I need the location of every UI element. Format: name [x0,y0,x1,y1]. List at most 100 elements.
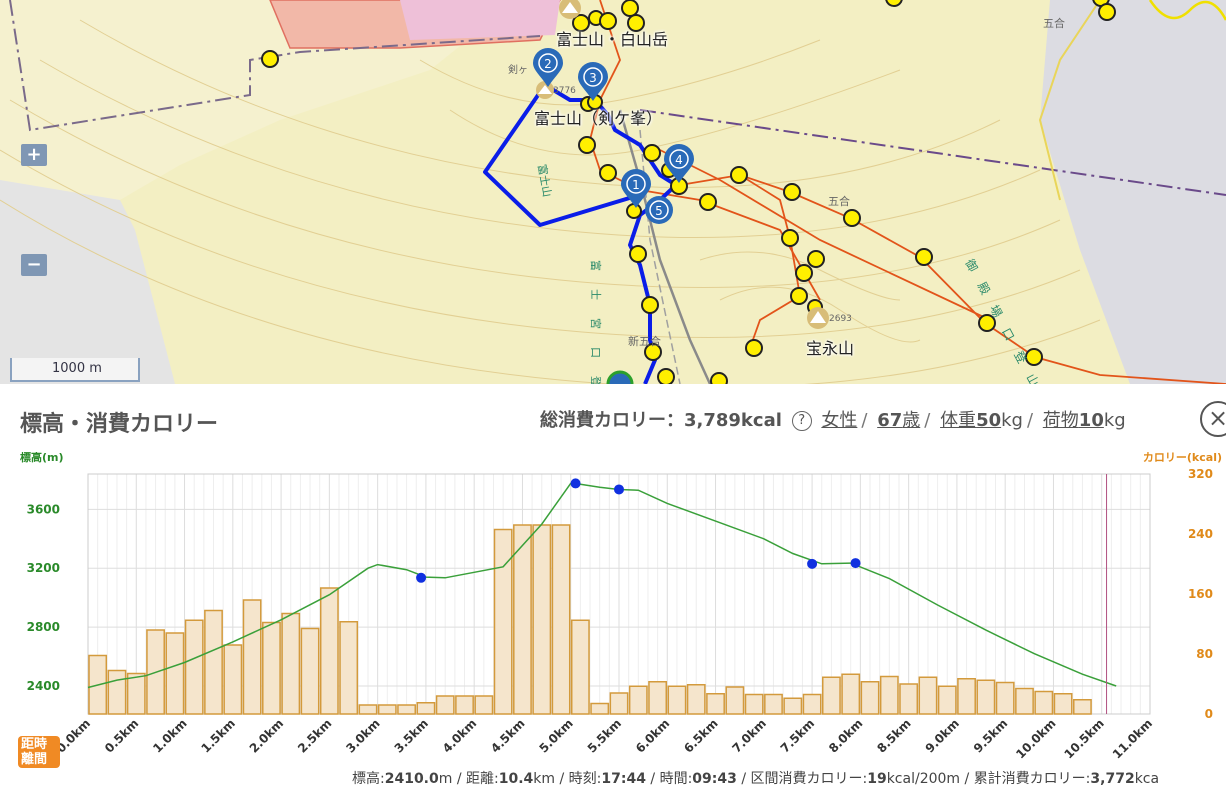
pack-unit: kg [1103,410,1126,431]
pin-marker-4[interactable] [664,144,694,183]
footer-seg-value: 19 [867,771,887,787]
calorie-bar [648,681,668,715]
label-hoeizan: 宝永山 [806,339,855,358]
elevation-calorie-panel: 標高・消費カロリー 総消費カロリー：3,789kcal ? 女性/ 67歳 / 体… [0,384,1226,810]
calorie-bar [995,681,1015,715]
contour-lines [0,19,1101,384]
x-tick-label: 7.5km [778,716,817,755]
pin-marker-1[interactable] [621,169,651,208]
calorie-bar [937,685,957,715]
calorie-bar [397,704,417,715]
age-unit: 歳 [902,410,921,431]
mountain-icon [562,2,578,13]
pack-setting[interactable]: 荷物10 [1043,410,1104,431]
pin-marker-2[interactable] [533,48,563,87]
start-marker[interactable] [606,370,634,384]
help-icon[interactable]: ? [791,411,812,431]
total-calorie-label: 総消費カロリー： [540,410,684,431]
grey-terrain-east [1040,0,1226,384]
map-view[interactable]: 1 2 3 4 5 剣ヶ 3776 2693 五合 五合 富士山 御殿場口登山道… [0,0,1226,384]
zoom-in-button[interactable]: + [21,144,47,166]
y2-tick-label: 0 [1205,707,1213,721]
elevation-calorie-chart[interactable]: 2400 2800 3200 3600 0 80 160 240 320 標高(m) カロリー(kc… [0,452,1226,772]
x-tick-label: 9.0km [923,716,962,755]
distance-time-toggle[interactable]: 距時 離間 [18,736,60,768]
footer-stats: 標高:2410.0m / 距離:10.4km / 時刻:17:44 / 時間:0… [352,771,1160,787]
calorie-bar [184,619,204,715]
footer-elev-value: 2410.0 [384,771,439,787]
calorie-bar [107,669,127,715]
weight-setting[interactable]: 体重50 [940,410,1001,431]
forest-zone [0,0,500,200]
age-setting[interactable]: 67歳 [877,410,920,431]
x-tick-label: 10.5km [1062,716,1107,761]
label-summit-shrine: 富士山・白山岳 [556,30,669,49]
elevation-waypoint [850,558,861,569]
calorie-bar [532,524,552,715]
calorie-bar [821,676,841,715]
elevation-waypoint [570,478,581,489]
calorie-bar [802,693,822,715]
pin-marker-3[interactable] [578,62,608,101]
calorie-bar [841,673,861,715]
x-tick-label: 9.5km [971,716,1010,755]
calorie-bar [165,632,185,715]
footer-time-value: 17:44 [601,771,646,787]
mountain-icon [538,85,552,94]
map-canvas[interactable]: 1 2 3 4 5 剣ヶ 3776 2693 五合 五合 富士山 御殿場口登山道… [0,0,1226,384]
footer-cum-unit: kca [1134,771,1160,787]
total-calorie-value: 3,789kcal [684,410,782,431]
pin-marker-5[interactable] [645,196,673,224]
calorie-bar [570,619,590,715]
y-tick-label: 2400 [27,679,60,693]
calorie-bar [281,612,301,715]
label-kengamine: 富士山（剣ケ峯） [534,109,663,128]
y-tick-label: 3600 [27,502,60,516]
calorie-bar [319,587,339,715]
pin-label-5: 5 [655,204,663,218]
calorie-bar [262,621,281,715]
calorie-bar [590,702,610,715]
y-axis-title: 標高(m) [20,452,64,464]
calorie-bar [126,672,146,715]
calorie-bar [435,695,455,715]
calorie-bar [744,693,764,715]
footer-seg-label: 区間消費カロリー: [750,771,868,787]
footer-elev-label: 標高: [352,771,385,787]
x-tick-label: 3.5km [392,716,431,755]
x-tick-label: 3.0km [343,716,382,755]
calorie-bar [667,685,687,715]
elevation-waypoint [807,558,818,569]
label-kengamine-small: 剣ヶ [508,64,528,76]
weight-label: 体重 [940,410,977,431]
calorie-bar [455,695,474,715]
footer-elev-unit: m [438,771,453,787]
calorie-bar [686,684,706,715]
close-button[interactable]: × [1200,401,1226,437]
calorie-bar [628,685,648,715]
waypoint-layer[interactable] [261,0,1116,384]
scale-bar: 1000 m [10,358,140,382]
label-elev-3776: 3776 [553,86,576,96]
y-tick-label: 2800 [27,620,60,634]
gender-setting[interactable]: 女性 [821,410,858,431]
profile-title: 標高・消費カロリー [20,412,219,437]
calorie-bar [513,524,532,715]
label-gogome-b: 五合 [828,194,850,208]
pin-label-2: 2 [544,57,552,71]
footer-cum-label: 累計消費カロリー: [973,771,1091,787]
y2-tick-label: 160 [1188,587,1213,601]
zoom-out-button[interactable]: − [21,254,47,276]
x-tick-label: 10.0km [1013,716,1058,761]
weight-value: 50 [976,410,1002,431]
calorie-bar [1015,687,1034,715]
footer-dur-label: 時間: [659,771,693,787]
x-tick-label: 5.0km [536,716,575,755]
label-gogome-a: 五合 [1043,16,1065,30]
pack-value: 10 [1078,410,1104,431]
calorie-bar [764,693,783,715]
pin-markers[interactable]: 1 2 3 4 5 [533,48,694,224]
calorie-bar [976,679,996,715]
x-tick-label: 11.0km [1110,716,1155,761]
x-tick-label: 7.0km [730,716,769,755]
